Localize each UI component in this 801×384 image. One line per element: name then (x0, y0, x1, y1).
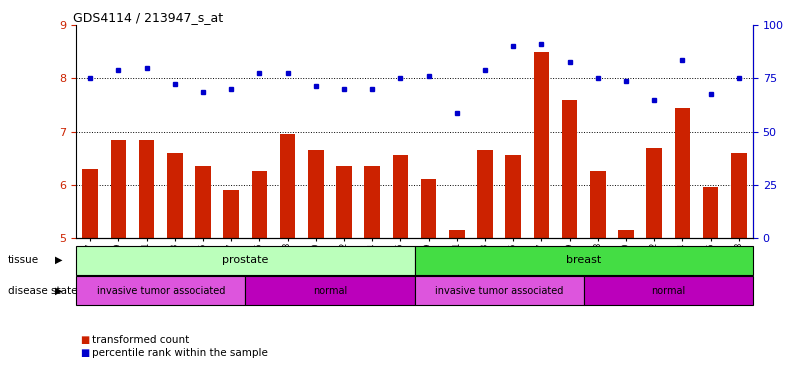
Text: ■: ■ (80, 348, 90, 358)
Bar (252, 172, 268, 238)
Text: ■: ■ (80, 335, 90, 345)
Bar (505, 156, 521, 238)
Text: tissue: tissue (8, 255, 39, 265)
Bar (83, 169, 98, 238)
Bar (280, 134, 296, 238)
Bar (336, 166, 352, 238)
Text: breast: breast (566, 255, 602, 265)
Bar (584, 276, 753, 305)
Bar (223, 190, 239, 238)
Text: GDS4114 / 213947_s_at: GDS4114 / 213947_s_at (73, 11, 223, 24)
Bar (562, 99, 578, 238)
Bar (731, 153, 747, 238)
Bar (415, 276, 584, 305)
Bar (449, 230, 465, 238)
Bar (703, 187, 718, 238)
Text: ▶: ▶ (54, 286, 62, 296)
Bar (674, 108, 690, 238)
Text: percentile rank within the sample: percentile rank within the sample (92, 348, 268, 358)
Bar (421, 179, 437, 238)
Bar (167, 153, 183, 238)
Bar (364, 166, 380, 238)
Text: invasive tumor associated: invasive tumor associated (96, 286, 225, 296)
Bar (618, 230, 634, 238)
Bar (392, 156, 409, 238)
Bar (646, 147, 662, 238)
Text: disease state: disease state (8, 286, 78, 296)
Bar (533, 51, 549, 238)
Text: ▶: ▶ (54, 255, 62, 265)
Bar (415, 246, 753, 275)
Bar (308, 150, 324, 238)
Text: transformed count: transformed count (92, 335, 189, 345)
Bar (590, 172, 606, 238)
Bar (245, 276, 415, 305)
Text: invasive tumor associated: invasive tumor associated (435, 286, 563, 296)
Bar (477, 150, 493, 238)
Bar (139, 139, 155, 238)
Bar (76, 276, 245, 305)
Text: normal: normal (651, 286, 686, 296)
Bar (76, 246, 415, 275)
Text: prostate: prostate (222, 255, 268, 265)
Text: normal: normal (312, 286, 347, 296)
Bar (111, 139, 126, 238)
Bar (195, 166, 211, 238)
